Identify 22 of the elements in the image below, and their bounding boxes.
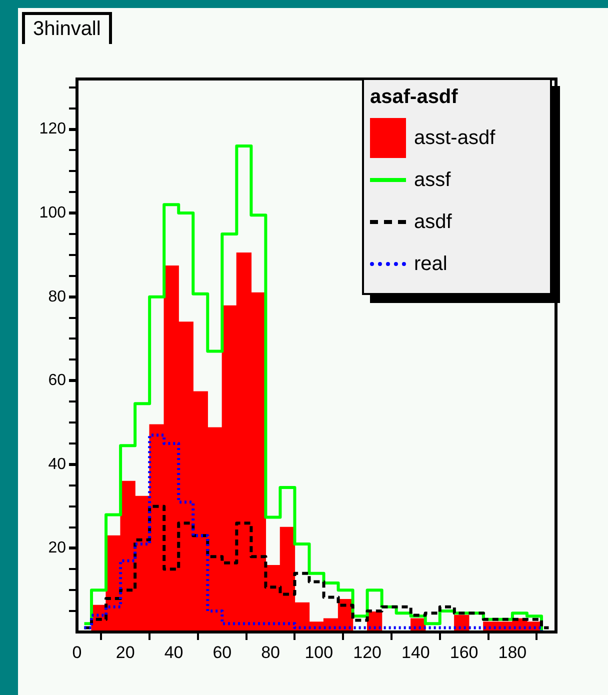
legend-title: asaf-asdf [370, 86, 459, 109]
y-tick-label: 40 [48, 456, 66, 473]
x-tick-label: 80 [261, 642, 280, 662]
x-tick-label: 140 [402, 642, 430, 662]
y-tick-label: 80 [48, 288, 66, 306]
legend-label: assf [414, 168, 451, 192]
legend-label: real [414, 252, 448, 276]
legend-label: asdf [414, 210, 452, 234]
x-tick-label: 0 [72, 642, 82, 662]
x-tick-label: 160 [450, 642, 478, 662]
x-tick-label: 40 [164, 642, 184, 662]
x-tick-label: 180 [498, 642, 527, 662]
x-tick-label: 120 [353, 642, 382, 662]
y-tick-label: 100 [39, 204, 66, 222]
x-tick-label: 100 [304, 642, 334, 662]
x-tick-label: 20 [116, 642, 135, 662]
chart-title: 3hinvall [22, 12, 112, 44]
y-tick-label: 120 [39, 120, 66, 138]
legend-label: asst-asdf [414, 126, 496, 150]
y-tick-label: 60 [48, 372, 66, 390]
y-tick-label: 20 [48, 540, 66, 557]
x-tick-label: 60 [212, 642, 232, 662]
